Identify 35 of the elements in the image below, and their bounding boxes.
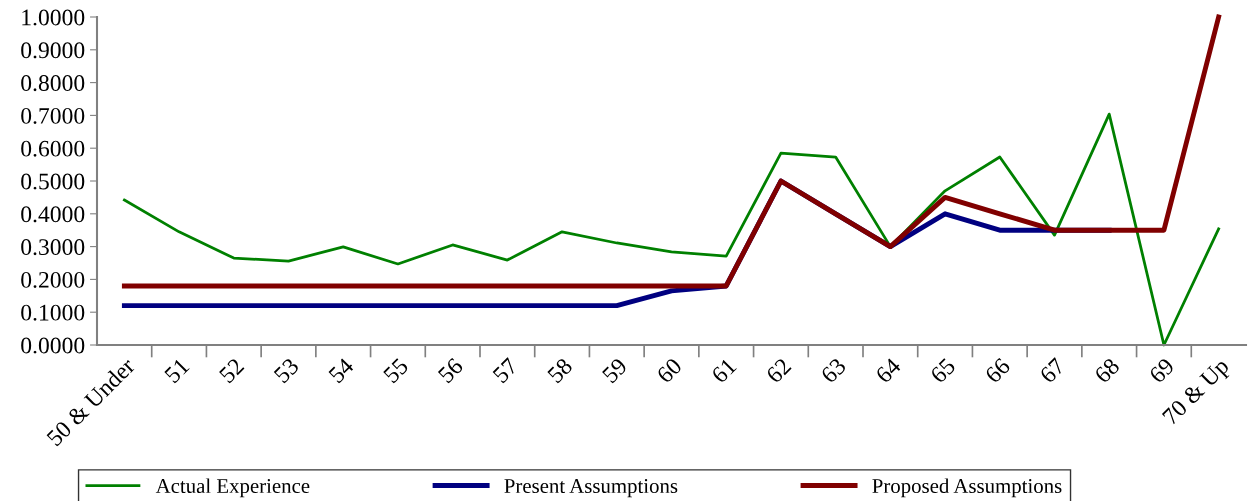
y-tick-label: 0.5000 — [21, 173, 85, 190]
x-tick-label: 55 — [382, 357, 410, 384]
x-tick-label: 57 — [492, 357, 519, 384]
y-tick-label: 1.0000 — [22, 9, 85, 26]
x-tick-label: 69 — [1148, 357, 1175, 384]
y-tick-label: 0.1000 — [21, 304, 85, 321]
x-tick-label: 68 — [1093, 357, 1121, 384]
x-tick-label: 62 — [765, 357, 792, 384]
x-tick-label: 67 — [1039, 357, 1066, 384]
x-tick-label: 64 — [874, 356, 902, 384]
x-tick-label: 59 — [601, 357, 628, 384]
y-tick-label: 0.7000 — [21, 107, 85, 124]
y-tick-label: 0.4000 — [21, 206, 85, 223]
x-tick-label: 56 — [437, 357, 464, 384]
x-tick-label: 66 — [984, 357, 1012, 384]
x-tick-label: 58 — [546, 357, 574, 384]
y-tick-label: 0.9000 — [21, 42, 85, 59]
y-tick-label: 0.2000 — [21, 271, 85, 288]
line-series — [121, 14, 1222, 289]
y-tick-label: 0.6000 — [21, 140, 85, 157]
x-tick-label: 53 — [273, 357, 300, 384]
line-series — [122, 112, 1221, 347]
legend-label: Proposed Assumptions — [872, 478, 1062, 498]
legend-label: Actual Experience — [155, 478, 310, 498]
x-tick-label: 63 — [820, 357, 847, 384]
x-tick-label: 54 — [328, 356, 355, 384]
y-tick-label: 0.8000 — [21, 75, 85, 92]
x-tick-label: 52 — [218, 357, 245, 384]
x-tick-label: 51 — [163, 357, 190, 384]
x-tick-label: 61 — [710, 357, 737, 384]
y-tick-label: 0.3000 — [21, 239, 85, 256]
legend-label: Present Assumptions — [504, 479, 678, 498]
y-tick-label: 0.0000 — [21, 337, 85, 354]
x-tick-label: 65 — [929, 357, 957, 384]
x-tick-label: 60 — [656, 357, 683, 384]
